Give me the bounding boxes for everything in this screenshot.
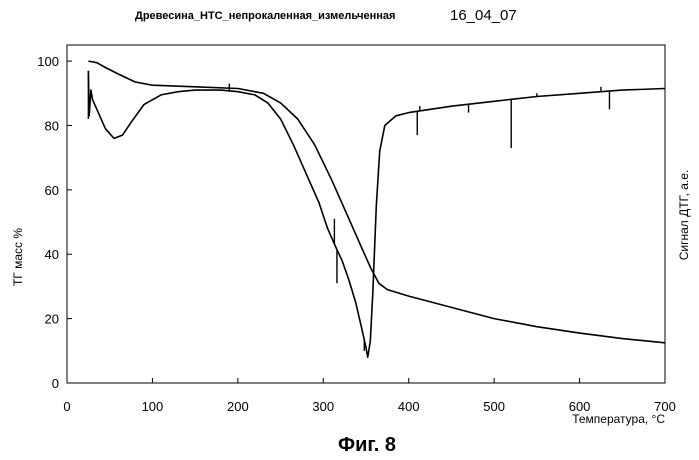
y-tick-label: 0: [52, 376, 59, 391]
series-line-dtg: [88, 71, 665, 357]
y-axis-title-left: ТГ масс %: [11, 228, 25, 286]
y-tick-label: 80: [45, 118, 59, 133]
x-tick-label: 400: [398, 399, 420, 414]
y-tick-label: 100: [37, 54, 59, 69]
x-tick-label: 300: [312, 399, 334, 414]
y-axis-title-right: Сигнал ДТГ, а.е.: [677, 170, 691, 261]
x-tick-label: 200: [227, 399, 249, 414]
figure-caption: Фиг. 8: [338, 434, 396, 456]
y-tick-label: 20: [45, 312, 59, 327]
x-axis-title: Температура, °C: [572, 412, 665, 426]
x-tick-label: 0: [63, 399, 70, 414]
x-tick-label: 500: [483, 399, 505, 414]
y-tick-label: 40: [45, 247, 59, 262]
series-layer: [88, 61, 665, 357]
x-tick-label: 100: [142, 399, 164, 414]
sample-name: Древесина_НТС_непрокаленная_измельченная: [135, 10, 395, 22]
sample-date: 16_04_07: [450, 7, 517, 24]
y-tick-label: 60: [45, 183, 59, 198]
